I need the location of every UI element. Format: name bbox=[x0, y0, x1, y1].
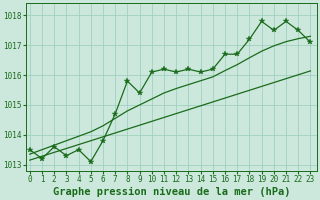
X-axis label: Graphe pression niveau de la mer (hPa): Graphe pression niveau de la mer (hPa) bbox=[52, 186, 290, 197]
